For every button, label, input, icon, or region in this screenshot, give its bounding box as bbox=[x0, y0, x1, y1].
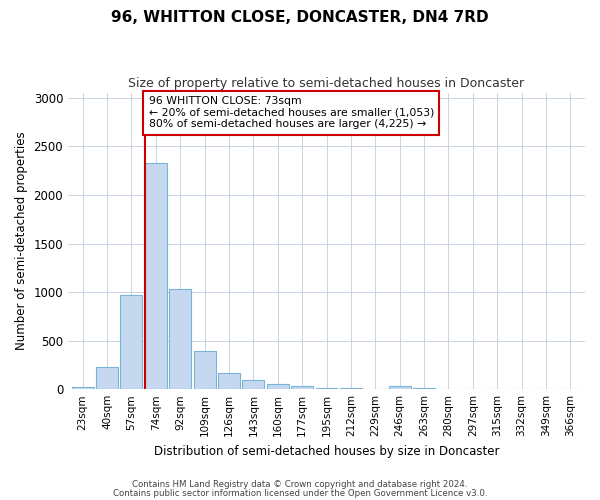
Bar bbox=[242, 380, 265, 389]
Bar bbox=[194, 352, 215, 389]
Bar bbox=[121, 295, 142, 389]
Bar bbox=[71, 387, 94, 389]
Bar bbox=[169, 289, 191, 389]
Bar bbox=[413, 388, 435, 389]
Bar bbox=[145, 163, 167, 389]
Bar bbox=[316, 388, 337, 389]
Bar bbox=[96, 367, 118, 389]
Text: Contains HM Land Registry data © Crown copyright and database right 2024.: Contains HM Land Registry data © Crown c… bbox=[132, 480, 468, 489]
Text: 96 WHITTON CLOSE: 73sqm
← 20% of semi-detached houses are smaller (1,053)
80% of: 96 WHITTON CLOSE: 73sqm ← 20% of semi-de… bbox=[149, 96, 434, 129]
Y-axis label: Number of semi-detached properties: Number of semi-detached properties bbox=[15, 132, 28, 350]
Bar bbox=[291, 386, 313, 389]
Bar bbox=[218, 372, 240, 389]
Bar bbox=[267, 384, 289, 389]
X-axis label: Distribution of semi-detached houses by size in Doncaster: Distribution of semi-detached houses by … bbox=[154, 444, 499, 458]
Text: Contains public sector information licensed under the Open Government Licence v3: Contains public sector information licen… bbox=[113, 490, 487, 498]
Title: Size of property relative to semi-detached houses in Doncaster: Size of property relative to semi-detach… bbox=[128, 78, 524, 90]
Text: 96, WHITTON CLOSE, DONCASTER, DN4 7RD: 96, WHITTON CLOSE, DONCASTER, DN4 7RD bbox=[111, 10, 489, 25]
Bar bbox=[389, 386, 410, 389]
Bar bbox=[340, 388, 362, 389]
